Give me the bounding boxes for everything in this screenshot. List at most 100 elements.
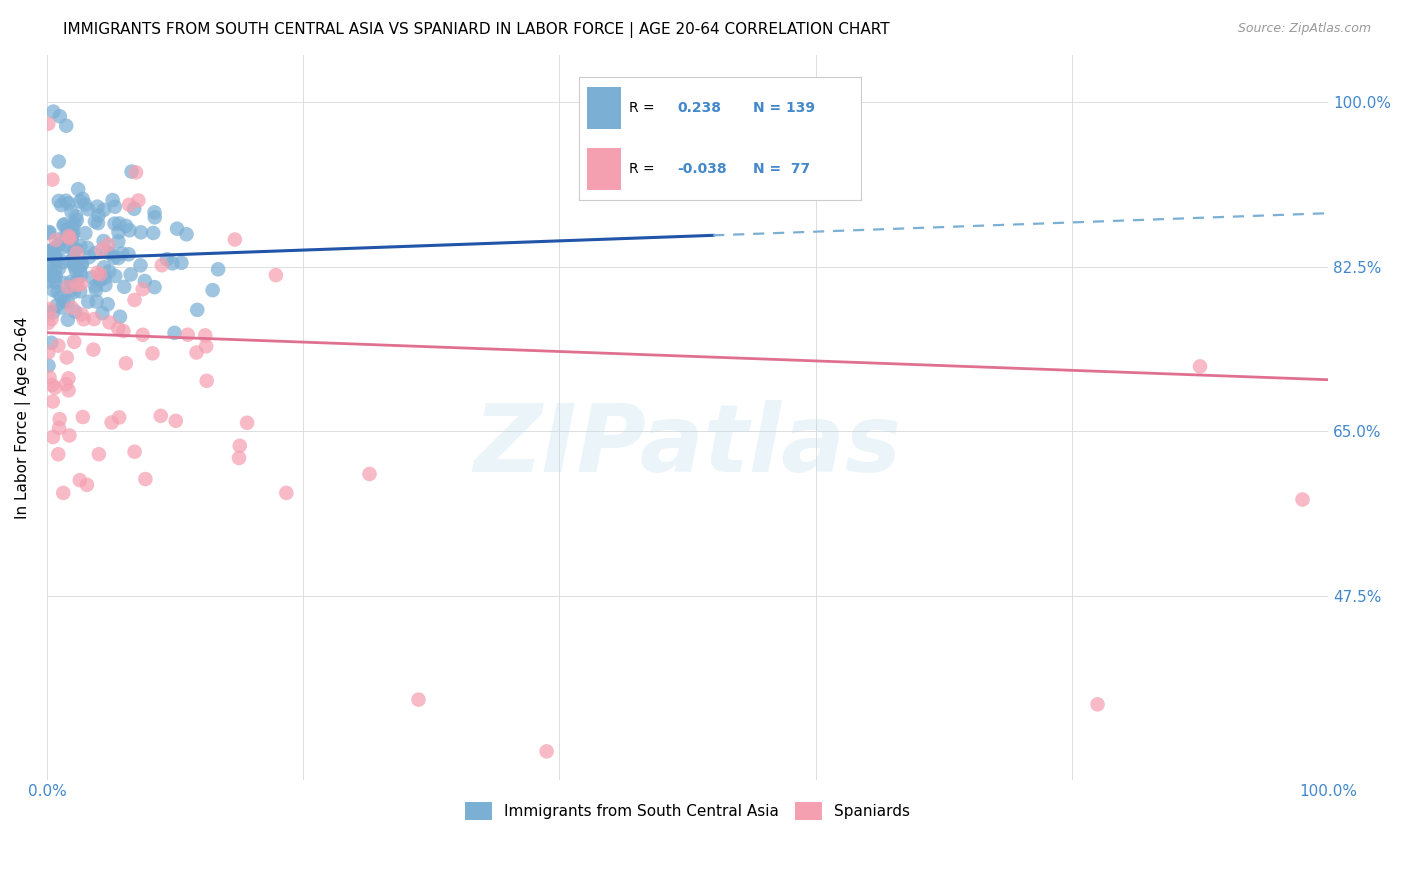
Point (39, 335, 62, 350)
Point (60, 227, 83, 241)
Point (112, 324, 135, 338)
Point (45, 253, 67, 268)
Point (67, 182, 90, 196)
Point (48, 421, 70, 435)
Point (149, 409, 172, 423)
Point (118, 198, 141, 212)
Point (69, 264, 91, 278)
Point (69, 473, 91, 487)
Point (62, 257, 84, 271)
Point (55, 230, 77, 244)
Point (63, 285, 86, 299)
Point (58, 229, 80, 244)
Point (63, 334, 86, 349)
Point (94, 278, 117, 293)
Point (150, 258, 173, 272)
Point (70, 308, 93, 322)
Point (63, 246, 86, 260)
Point (104, 200, 127, 214)
Point (89, 273, 111, 287)
Point (58, 371, 80, 385)
Text: Source: ZipAtlas.com: Source: ZipAtlas.com (1237, 22, 1371, 36)
Point (52, 486, 75, 500)
Text: IMMIGRANTS FROM SOUTH CENTRAL ASIA VS SPANIARD IN LABOR FORCE | AGE 20-64 CORREL: IMMIGRANTS FROM SOUTH CENTRAL ASIA VS SP… (63, 22, 890, 38)
Point (49, 109, 72, 123)
Point (84, 214, 107, 228)
Point (108, 310, 131, 324)
Point (107, 225, 129, 239)
Point (201, 283, 224, 297)
Point (177, 327, 200, 342)
Point (115, 219, 138, 233)
Point (53, 217, 76, 231)
Point (67, 258, 90, 272)
Point (83, 312, 105, 326)
Point (124, 444, 146, 458)
Point (60, 231, 83, 245)
Point (48, 154, 70, 169)
Point (143, 211, 166, 225)
Point (58, 428, 80, 442)
Point (122, 202, 145, 216)
Point (87, 447, 110, 461)
Point (42, 249, 65, 263)
Point (48, 412, 70, 426)
Point (131, 327, 153, 342)
Point (62, 219, 84, 234)
Point (59, 231, 82, 245)
Point (60, 283, 83, 297)
Point (103, 251, 125, 265)
Point (41, 172, 63, 186)
Point (264, 268, 287, 282)
Point (86, 200, 108, 214)
Point (55, 377, 77, 392)
Point (65, 304, 87, 318)
Y-axis label: In Labor Force | Age 20-64: In Labor Force | Age 20-64 (15, 316, 31, 518)
Point (90, 243, 112, 257)
Point (51, 198, 73, 212)
Point (86, 266, 108, 280)
Point (134, 472, 156, 486)
Point (89, 267, 111, 281)
Point (87, 209, 110, 223)
Point (65, 264, 87, 278)
Point (46, 237, 69, 252)
Point (37, 274, 59, 288)
Point (87, 216, 110, 230)
Point (38, 301, 60, 316)
Point (66, 213, 89, 227)
Point (38, 225, 60, 239)
Point (142, 226, 165, 240)
Point (107, 235, 129, 249)
Point (63, 260, 86, 274)
Point (37, 252, 59, 266)
Point (207, 262, 229, 277)
Point (132, 282, 155, 296)
Point (77, 202, 100, 217)
Point (141, 346, 163, 360)
Point (276, 486, 298, 500)
Point (39, 244, 62, 258)
Point (63, 243, 86, 257)
Point (58, 384, 80, 398)
Point (55, 119, 77, 133)
Point (60, 231, 83, 245)
Point (37, 345, 59, 359)
Point (38, 370, 60, 384)
Point (121, 164, 143, 178)
Point (51, 231, 73, 245)
Point (70, 257, 93, 271)
Point (107, 251, 129, 265)
Point (125, 165, 148, 179)
Point (194, 328, 217, 343)
Point (115, 356, 138, 370)
Point (56, 313, 79, 327)
Point (134, 274, 156, 288)
Point (156, 252, 179, 267)
Point (1291, 492, 1313, 507)
Point (97, 297, 120, 311)
Point (52, 276, 75, 290)
Point (65, 245, 87, 260)
Point (101, 193, 124, 207)
Point (44, 262, 66, 277)
